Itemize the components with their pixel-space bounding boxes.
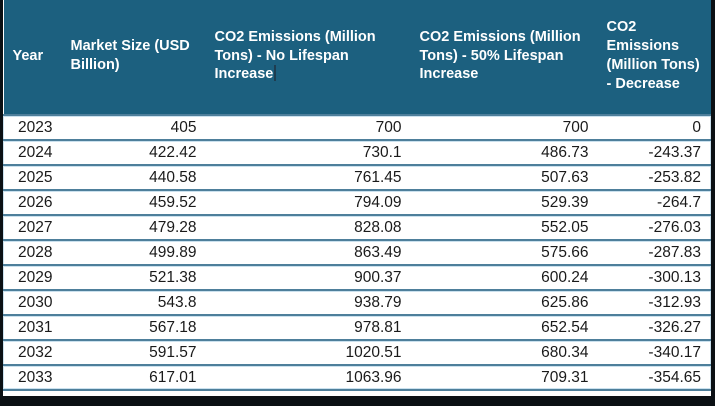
cell-market-size[interactable]: 617.01 xyxy=(61,364,206,391)
emissions-table: Year Market Size (USD Billion) CO2 Emiss… xyxy=(3,0,711,391)
cell-market-size[interactable]: 499.89 xyxy=(61,239,206,265)
cell-market-size[interactable]: 459.52 xyxy=(61,189,206,215)
cell-co2-decrease[interactable]: -354.65 xyxy=(597,364,711,391)
table-body: 2023 405 700 700 0 2024 422.42 730.1 486… xyxy=(3,114,711,391)
cell-co2-no-lifespan[interactable]: 700 xyxy=(205,114,411,140)
cell-co2-50-lifespan[interactable]: 700 xyxy=(410,114,598,140)
cell-co2-50-lifespan[interactable]: 575.66 xyxy=(410,239,598,265)
cell-co2-decrease[interactable]: -243.37 xyxy=(597,139,711,165)
cell-year[interactable]: 2029 xyxy=(3,264,62,290)
cell-year[interactable]: 2031 xyxy=(3,314,62,340)
cell-co2-no-lifespan[interactable]: 1063.96 xyxy=(205,364,411,391)
header-co2-no-lifespan[interactable]: CO2 Emissions (Million Tons) - No Lifesp… xyxy=(205,0,411,115)
cell-co2-50-lifespan[interactable]: 486.73 xyxy=(410,139,598,165)
header-co2-decrease[interactable]: CO2 Emissions (Million Tons) - Decrease xyxy=(597,0,711,115)
table-row: 2023 405 700 700 0 xyxy=(3,114,711,140)
cell-market-size[interactable]: 422.42 xyxy=(61,139,206,165)
cell-co2-no-lifespan[interactable]: 730.1 xyxy=(205,139,411,165)
table-row: 2027 479.28 828.08 552.05 -276.03 xyxy=(3,214,711,240)
cell-year[interactable]: 2026 xyxy=(3,189,62,215)
table-row: 2024 422.42 730.1 486.73 -243.37 xyxy=(3,139,711,165)
cell-year[interactable]: 2024 xyxy=(3,139,62,165)
cell-co2-decrease[interactable]: -276.03 xyxy=(597,214,711,240)
header-year[interactable]: Year xyxy=(3,0,62,115)
cell-year[interactable]: 2032 xyxy=(3,339,62,365)
cell-co2-decrease[interactable]: -264.7 xyxy=(597,189,711,215)
cell-market-size[interactable]: 543.8 xyxy=(61,289,206,315)
cell-co2-50-lifespan[interactable]: 652.54 xyxy=(410,314,598,340)
cell-co2-50-lifespan[interactable]: 529.39 xyxy=(410,189,598,215)
table-row: 2032 591.57 1020.51 680.34 -340.17 xyxy=(3,339,711,365)
table-row: 2028 499.89 863.49 575.66 -287.83 xyxy=(3,239,711,265)
cell-co2-no-lifespan[interactable]: 978.81 xyxy=(205,314,411,340)
cell-market-size[interactable]: 440.58 xyxy=(61,164,206,190)
cell-market-size[interactable]: 567.18 xyxy=(61,314,206,340)
header-co2-50-lifespan[interactable]: CO2 Emissions (Million Tons) - 50% Lifes… xyxy=(410,0,598,115)
cell-co2-decrease[interactable]: -312.93 xyxy=(597,289,711,315)
cell-co2-no-lifespan[interactable]: 828.08 xyxy=(205,214,411,240)
table-row: 2026 459.52 794.09 529.39 -264.7 xyxy=(3,189,711,215)
cell-year[interactable]: 2025 xyxy=(3,164,62,190)
table-row: 2029 521.38 900.37 600.24 -300.13 xyxy=(3,264,711,290)
cell-year[interactable]: 2028 xyxy=(3,239,62,265)
cell-co2-no-lifespan[interactable]: 794.09 xyxy=(205,189,411,215)
cell-co2-decrease[interactable]: -300.13 xyxy=(597,264,711,290)
cell-year[interactable]: 2023 xyxy=(3,114,62,140)
table-header: Year Market Size (USD Billion) CO2 Emiss… xyxy=(3,0,711,115)
cell-co2-50-lifespan[interactable]: 507.63 xyxy=(410,164,598,190)
cell-co2-decrease[interactable]: 0 xyxy=(597,114,711,140)
cell-co2-decrease[interactable]: -340.17 xyxy=(597,339,711,365)
table-row: 2025 440.58 761.45 507.63 -253.82 xyxy=(3,164,711,190)
header-co2-no-lifespan-label: CO2 Emissions (Million Tons) - No Lifesp… xyxy=(214,28,376,83)
cell-co2-no-lifespan[interactable]: 761.45 xyxy=(205,164,411,190)
cell-market-size[interactable]: 405 xyxy=(61,114,206,140)
cell-year[interactable]: 2030 xyxy=(3,289,62,315)
cell-year[interactable]: 2027 xyxy=(3,214,62,240)
cell-co2-50-lifespan[interactable]: 709.31 xyxy=(410,364,598,391)
cell-co2-50-lifespan[interactable]: 625.86 xyxy=(410,289,598,315)
text-caret xyxy=(274,65,277,82)
cell-co2-50-lifespan[interactable]: 552.05 xyxy=(410,214,598,240)
cell-year[interactable]: 2033 xyxy=(3,364,62,391)
table-row: 2030 543.8 938.79 625.86 -312.93 xyxy=(3,289,711,315)
cell-co2-no-lifespan[interactable]: 900.37 xyxy=(205,264,411,290)
table-row: 2033 617.01 1063.96 709.31 -354.65 xyxy=(3,364,711,391)
cell-co2-no-lifespan[interactable]: 863.49 xyxy=(205,239,411,265)
cell-market-size[interactable]: 521.38 xyxy=(61,264,206,290)
cell-co2-decrease[interactable]: -326.27 xyxy=(597,314,711,340)
cell-co2-decrease[interactable]: -253.82 xyxy=(597,164,711,190)
cell-co2-decrease[interactable]: -287.83 xyxy=(597,239,711,265)
table-row: 2031 567.18 978.81 652.54 -326.27 xyxy=(3,314,711,340)
header-market-size[interactable]: Market Size (USD Billion) xyxy=(61,0,206,115)
header-row: Year Market Size (USD Billion) CO2 Emiss… xyxy=(3,0,711,115)
cell-co2-no-lifespan[interactable]: 1020.51 xyxy=(205,339,411,365)
cell-co2-50-lifespan[interactable]: 600.24 xyxy=(410,264,598,290)
cell-market-size[interactable]: 591.57 xyxy=(61,339,206,365)
cell-market-size[interactable]: 479.28 xyxy=(61,214,206,240)
cell-co2-50-lifespan[interactable]: 680.34 xyxy=(410,339,598,365)
cell-co2-no-lifespan[interactable]: 938.79 xyxy=(205,289,411,315)
